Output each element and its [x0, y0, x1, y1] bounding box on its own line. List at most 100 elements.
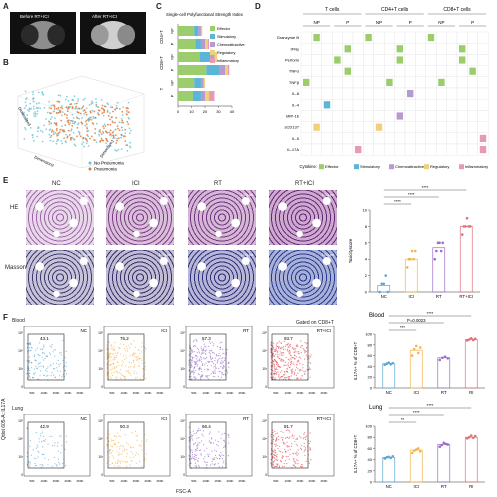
umap-point-no-pneumonia — [32, 105, 35, 108]
flow-event — [65, 350, 67, 352]
flow-event — [300, 448, 303, 450]
flow-event — [299, 357, 301, 359]
flow-event — [221, 374, 223, 376]
bar-effector-1 — [178, 39, 196, 49]
flow-event — [226, 467, 228, 469]
flow-event — [118, 454, 120, 456]
flow-event — [286, 376, 288, 379]
flow-event — [29, 465, 31, 467]
umap-point-pneumonia — [49, 112, 51, 114]
flow-event — [35, 432, 37, 434]
heatmap-cell — [456, 87, 468, 100]
flow-event — [116, 366, 118, 368]
flow-event — [191, 457, 193, 460]
umap-point-pneumonia — [52, 133, 55, 135]
heatmap-cell — [467, 54, 478, 66]
flow-event — [286, 441, 288, 443]
flow-event — [188, 379, 190, 381]
flow-event — [109, 464, 111, 466]
heatmap-cell — [436, 143, 447, 156]
flow-col-label: NC — [81, 416, 88, 421]
flow-event — [279, 445, 281, 447]
heatmap-cell — [415, 31, 426, 44]
flow-event — [190, 371, 192, 373]
flow-event — [226, 370, 228, 372]
umap-point-pneumonia — [103, 111, 105, 114]
flow-event — [111, 344, 113, 346]
flow-event — [196, 432, 198, 434]
flow-event — [275, 372, 277, 375]
flow-event — [201, 352, 203, 354]
flow-event — [116, 372, 119, 374]
flow-event — [284, 374, 286, 376]
flow-ytick: 10³ — [98, 455, 103, 459]
flow-event — [191, 357, 194, 359]
heatmap-cell — [415, 143, 426, 156]
bar-category-label: P — [170, 68, 175, 71]
flow-event — [35, 360, 37, 362]
umap-point-no-pneumonia — [73, 143, 76, 146]
flow-event — [45, 375, 48, 377]
flow-event — [290, 359, 292, 361]
flow-event — [201, 368, 203, 370]
flow-event — [130, 460, 132, 462]
heatmap-filled-cell — [396, 112, 403, 120]
heatmap-cell — [415, 87, 426, 100]
umap-point-pneumonia — [70, 138, 72, 141]
flow-event — [199, 449, 202, 451]
umap-point-pneumonia — [119, 108, 121, 110]
flow-event — [188, 370, 190, 372]
flow-event — [34, 354, 36, 356]
heatmap-cell — [363, 121, 374, 133]
umap-point-pneumonia — [59, 111, 62, 114]
flow-event — [204, 450, 206, 452]
heatmap-cell — [321, 143, 333, 156]
umap-point-pneumonia — [63, 130, 66, 133]
umap-point-pneumonia — [126, 113, 128, 116]
heatmap-row-label: MIP-1b — [286, 114, 300, 119]
dotplot-point — [473, 434, 477, 438]
flow-event — [112, 362, 114, 364]
flow-event — [136, 372, 138, 374]
flow-xtick: 200K — [144, 391, 151, 395]
flow-event — [224, 370, 226, 372]
flow-event — [226, 369, 228, 371]
flow-event — [205, 349, 207, 351]
flow-event — [29, 463, 31, 465]
heatmap-legend-label: Regulatory — [430, 164, 449, 169]
scale-bar-label: 100μm — [321, 252, 334, 257]
umap-point-pneumonia — [116, 125, 119, 127]
flow-ytick: 10⁴ — [180, 437, 186, 441]
umap-point-no-pneumonia — [32, 139, 35, 142]
flow-event — [119, 446, 121, 448]
dotplot-xtick-label: NC — [386, 484, 392, 489]
flow-event — [108, 450, 110, 452]
flow-col-label: RT — [243, 328, 249, 333]
heatmap-cell — [342, 132, 354, 145]
flow-event — [139, 353, 141, 355]
flow-event — [216, 362, 218, 364]
bar-chemoattractive-0 — [198, 26, 201, 36]
umap-point-no-pneumonia — [59, 94, 62, 97]
flow-event — [275, 463, 277, 465]
dotplot-bar — [409, 349, 423, 389]
umap-point-no-pneumonia — [52, 104, 54, 107]
flow-event — [297, 462, 299, 465]
flow-event — [197, 373, 199, 375]
flow-event — [297, 360, 299, 362]
flow-event — [111, 346, 113, 348]
flow-event — [273, 378, 275, 380]
flow-xaxis-label: FSC-A — [176, 489, 191, 495]
flow-event — [282, 352, 284, 354]
flow-event — [283, 374, 285, 376]
flow-xtick: 50K — [109, 391, 114, 395]
flow-event — [113, 368, 115, 370]
umap-point-no-pneumonia — [73, 122, 76, 125]
flow-ytick: 10³ — [98, 367, 103, 371]
umap-point-no-pneumonia — [124, 132, 127, 134]
flow-event — [188, 369, 190, 371]
flow-event — [296, 361, 298, 363]
flow-event — [61, 376, 63, 378]
umap-point-pneumonia — [126, 120, 129, 123]
